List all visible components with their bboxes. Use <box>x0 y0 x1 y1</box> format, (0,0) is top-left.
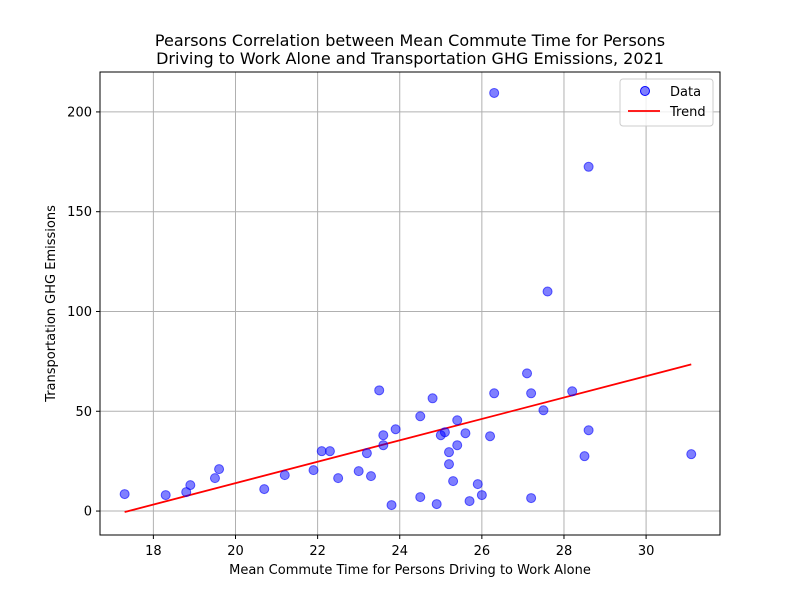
data-point <box>415 492 426 503</box>
data-point <box>415 411 426 422</box>
data-point <box>542 286 553 297</box>
x-tick-label: 22 <box>309 544 326 559</box>
data-point <box>378 430 389 441</box>
x-tick-label: 30 <box>638 544 655 559</box>
data-point <box>160 490 171 501</box>
y-tick-label: 150 <box>67 205 92 220</box>
data-point <box>489 87 500 98</box>
y-tick-label: 0 <box>84 505 92 520</box>
data-point <box>452 440 463 451</box>
data-point <box>567 386 578 397</box>
data-point <box>386 500 397 511</box>
x-tick-label: 24 <box>391 544 408 559</box>
data-point <box>444 459 455 470</box>
x-tick-label: 20 <box>227 544 244 559</box>
data-point <box>324 446 335 457</box>
data-point <box>489 388 500 399</box>
data-point <box>316 446 327 457</box>
plot-frame <box>99 71 721 536</box>
data-point <box>522 368 533 379</box>
data-point <box>526 493 537 504</box>
data-point <box>279 470 290 481</box>
legend: Data Trend <box>619 78 714 127</box>
x-tick-label: 18 <box>145 544 162 559</box>
data-point <box>439 427 450 438</box>
data-point <box>476 490 487 501</box>
y-tick-label: 100 <box>67 305 92 320</box>
data-point <box>444 447 455 458</box>
data-point <box>374 385 385 396</box>
data-point <box>390 424 401 435</box>
y-axis-label: Transportation GHG Emissions <box>44 205 59 403</box>
legend-trend-label: Trend <box>669 105 706 120</box>
trend-layer <box>124 363 692 513</box>
legend-data-marker <box>640 86 650 96</box>
chart-title-line-2: Driving to Work Alone and Transportation… <box>156 49 664 68</box>
trend-line <box>124 363 692 513</box>
data-point <box>583 425 594 436</box>
data-point <box>538 405 549 416</box>
chart-title-line-1: Pearsons Correlation between Mean Commut… <box>155 31 665 50</box>
x-axis-label: Mean Commute Time for Persons Driving to… <box>229 563 591 578</box>
data-point <box>583 161 594 172</box>
data-point <box>378 440 389 451</box>
data-point <box>452 415 463 426</box>
y-tick-label: 50 <box>75 405 92 420</box>
data-point <box>431 499 442 510</box>
data-point <box>365 471 376 482</box>
data-point <box>464 496 475 507</box>
data-point <box>460 428 471 439</box>
data-point <box>353 466 364 477</box>
data-point <box>448 476 459 487</box>
data-point <box>427 393 438 404</box>
data-point <box>209 473 220 484</box>
data-point <box>185 480 196 491</box>
data-point <box>308 465 319 476</box>
points-layer <box>119 87 697 511</box>
x-tick-label: 26 <box>474 544 491 559</box>
legend-data-label: Data <box>670 85 701 100</box>
y-tick-label: 200 <box>67 105 92 120</box>
data-point <box>333 473 344 484</box>
data-point <box>485 431 496 442</box>
x-tick-label: 28 <box>556 544 573 559</box>
data-point <box>259 484 270 495</box>
data-point <box>361 448 372 459</box>
data-point <box>686 449 697 460</box>
data-point <box>472 479 483 490</box>
data-point <box>526 388 537 399</box>
data-point <box>214 464 225 475</box>
grid <box>100 72 720 535</box>
ticks: 18 20 22 24 26 28 30 0 50 100 150 200 <box>67 105 654 559</box>
data-point <box>579 451 590 462</box>
data-point <box>119 489 130 500</box>
